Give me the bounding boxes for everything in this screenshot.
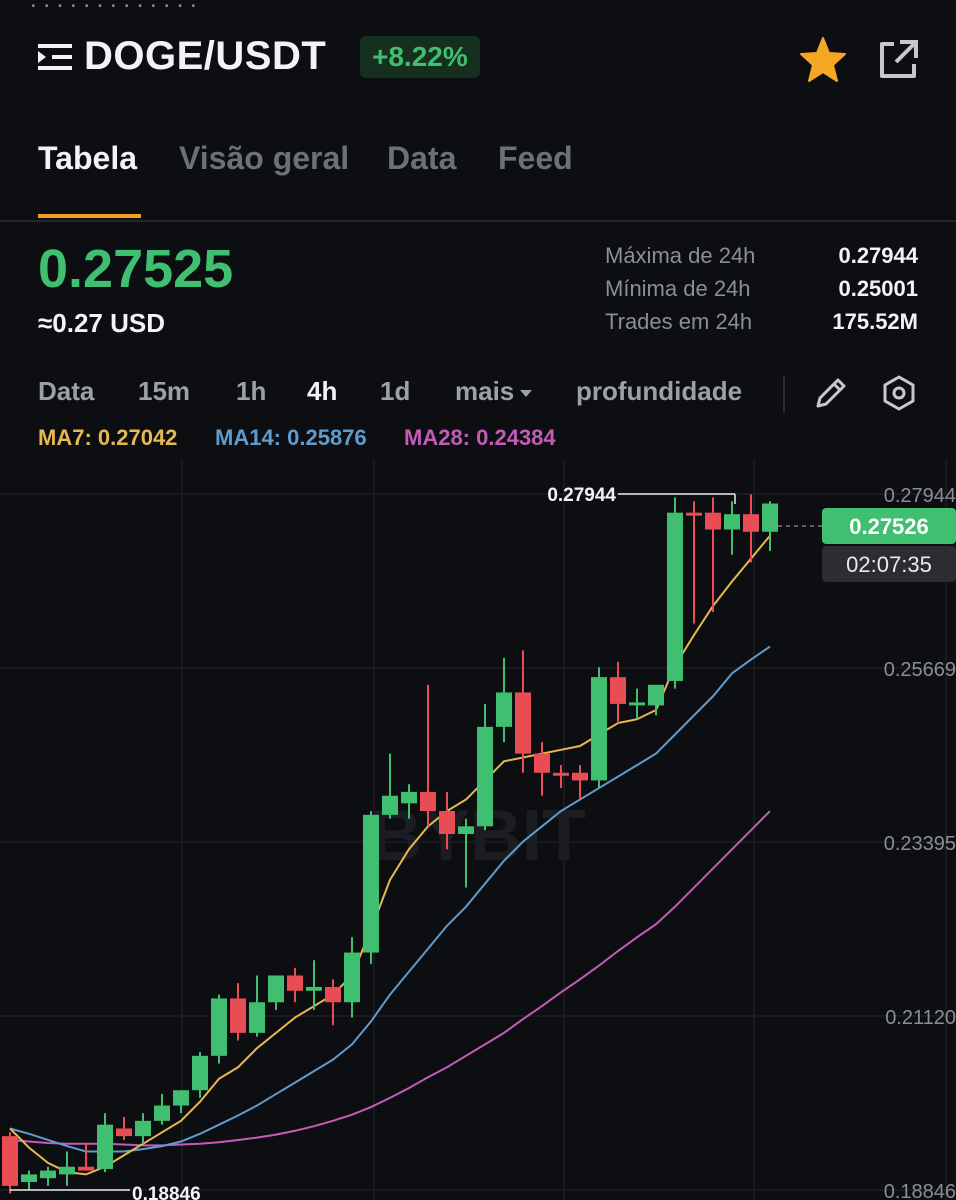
y-tick-label: 0.18846 xyxy=(884,1181,956,1200)
candle-body xyxy=(629,702,645,706)
candle-body xyxy=(2,1136,18,1186)
more-label: mais xyxy=(455,376,515,406)
candle-body xyxy=(686,512,702,516)
candle-body xyxy=(705,512,721,530)
star-icon[interactable] xyxy=(798,36,848,84)
candle-body xyxy=(743,514,759,532)
status-text-cutoff: . . . . . . . . . . . . . xyxy=(0,0,956,10)
y-tick-label: 0.27944 xyxy=(884,485,956,507)
timeframe-more[interactable]: mais xyxy=(455,376,533,407)
candle-body xyxy=(21,1174,37,1183)
candle-body xyxy=(211,998,227,1056)
candle-body xyxy=(591,677,607,781)
timeframe-data[interactable]: Data xyxy=(38,376,95,406)
tab-bar: Tabela Visão geral Data Feed xyxy=(0,128,956,222)
candle-body xyxy=(762,503,778,532)
candle-body xyxy=(325,986,341,1003)
countdown-label: 02:07:35 xyxy=(846,552,932,577)
candle-body xyxy=(192,1055,208,1091)
candle-body xyxy=(40,1170,56,1179)
tab-visao-geral[interactable]: Visão geral xyxy=(179,140,350,176)
ma28-legend: MA28: 0.24384 xyxy=(404,425,556,450)
y-tick-label: 0.25669 xyxy=(884,659,956,681)
tab-feed[interactable]: Feed xyxy=(498,140,573,176)
candle-body xyxy=(344,952,360,1003)
ma14-line xyxy=(9,645,771,1153)
low-marker-label: 0.18846 xyxy=(132,1184,201,1200)
candle-body xyxy=(667,512,683,681)
usd-price: ≈0.27 USD xyxy=(38,308,165,338)
caret-down-icon xyxy=(520,389,533,397)
share-icon[interactable] xyxy=(876,38,920,82)
ma14-legend: MA14: 0.25876 xyxy=(215,425,367,450)
timeframe-1h[interactable]: 1h xyxy=(236,376,267,406)
candle-body xyxy=(401,791,417,804)
pair-title[interactable]: DOGE/USDT xyxy=(84,34,327,78)
stat-high-value: 0.27944 xyxy=(838,243,918,268)
candlestick-chart[interactable]: 0.279440.256690.233950.211200.18846BYBIT… xyxy=(0,460,956,1200)
candle-body xyxy=(572,772,588,781)
current-price-badge xyxy=(822,507,956,544)
candle-body xyxy=(610,677,626,704)
high-marker-label: 0.27944 xyxy=(547,485,616,506)
ma7-legend: MA7: 0.27042 xyxy=(38,425,178,450)
candle-body xyxy=(477,726,493,827)
candle-body xyxy=(78,1166,94,1171)
candle-body xyxy=(382,795,398,815)
stat-high-label: Máxima de 24h xyxy=(605,243,756,268)
candle-body xyxy=(363,814,379,953)
candle-body xyxy=(59,1166,75,1175)
ma7-line xyxy=(9,534,771,1176)
tab-data[interactable]: Data xyxy=(387,140,457,176)
candle-body xyxy=(648,684,664,706)
candle-body xyxy=(439,811,455,834)
candle-body xyxy=(724,514,740,530)
y-tick-label: 0.23395 xyxy=(884,833,956,855)
countdown-badge xyxy=(822,545,956,582)
y-tick-label: 0.21120 xyxy=(885,1007,956,1029)
candle-body xyxy=(135,1120,151,1137)
candle-body xyxy=(420,791,436,812)
stat-low-label: Mínima de 24h xyxy=(605,276,751,301)
tab-tabela[interactable]: Tabela xyxy=(38,140,137,176)
candle-body xyxy=(496,692,512,727)
candle-body xyxy=(515,692,531,754)
stat-trades-label: Trades em 24h xyxy=(605,309,753,334)
candle-body xyxy=(553,772,569,776)
timeframe-4h[interactable]: 4h xyxy=(307,376,338,406)
current-price-label: 0.27526 xyxy=(849,514,929,539)
depth-button[interactable]: profundidade xyxy=(576,376,743,406)
list-menu-icon[interactable] xyxy=(38,42,72,72)
candle-body xyxy=(458,826,474,834)
pencil-icon[interactable] xyxy=(812,374,850,412)
candle-body xyxy=(116,1128,132,1137)
candle-body xyxy=(173,1090,189,1106)
candle-body xyxy=(154,1105,170,1121)
timeframe-15m[interactable]: 15m xyxy=(138,376,191,406)
candle-body xyxy=(287,975,303,991)
stat-trades-value: 175.52M xyxy=(832,309,918,334)
candle-body xyxy=(230,998,246,1033)
active-tab-indicator xyxy=(38,214,141,218)
settings-hexagon-icon[interactable] xyxy=(880,374,918,412)
header: DOGE/USDT +8.22% xyxy=(0,28,956,92)
toolbar-divider xyxy=(783,376,785,412)
candle-body xyxy=(306,986,322,991)
timeframe-1d[interactable]: 1d xyxy=(380,376,411,406)
last-price: 0.27525 xyxy=(38,239,234,299)
candle-body xyxy=(249,1002,265,1033)
ma28-line xyxy=(9,810,771,1147)
candle-body xyxy=(534,753,550,773)
change-badge: +8.22% xyxy=(360,36,480,78)
candle-body xyxy=(97,1124,113,1170)
candle-body xyxy=(268,975,284,1003)
stat-low-value: 0.25001 xyxy=(838,276,918,301)
